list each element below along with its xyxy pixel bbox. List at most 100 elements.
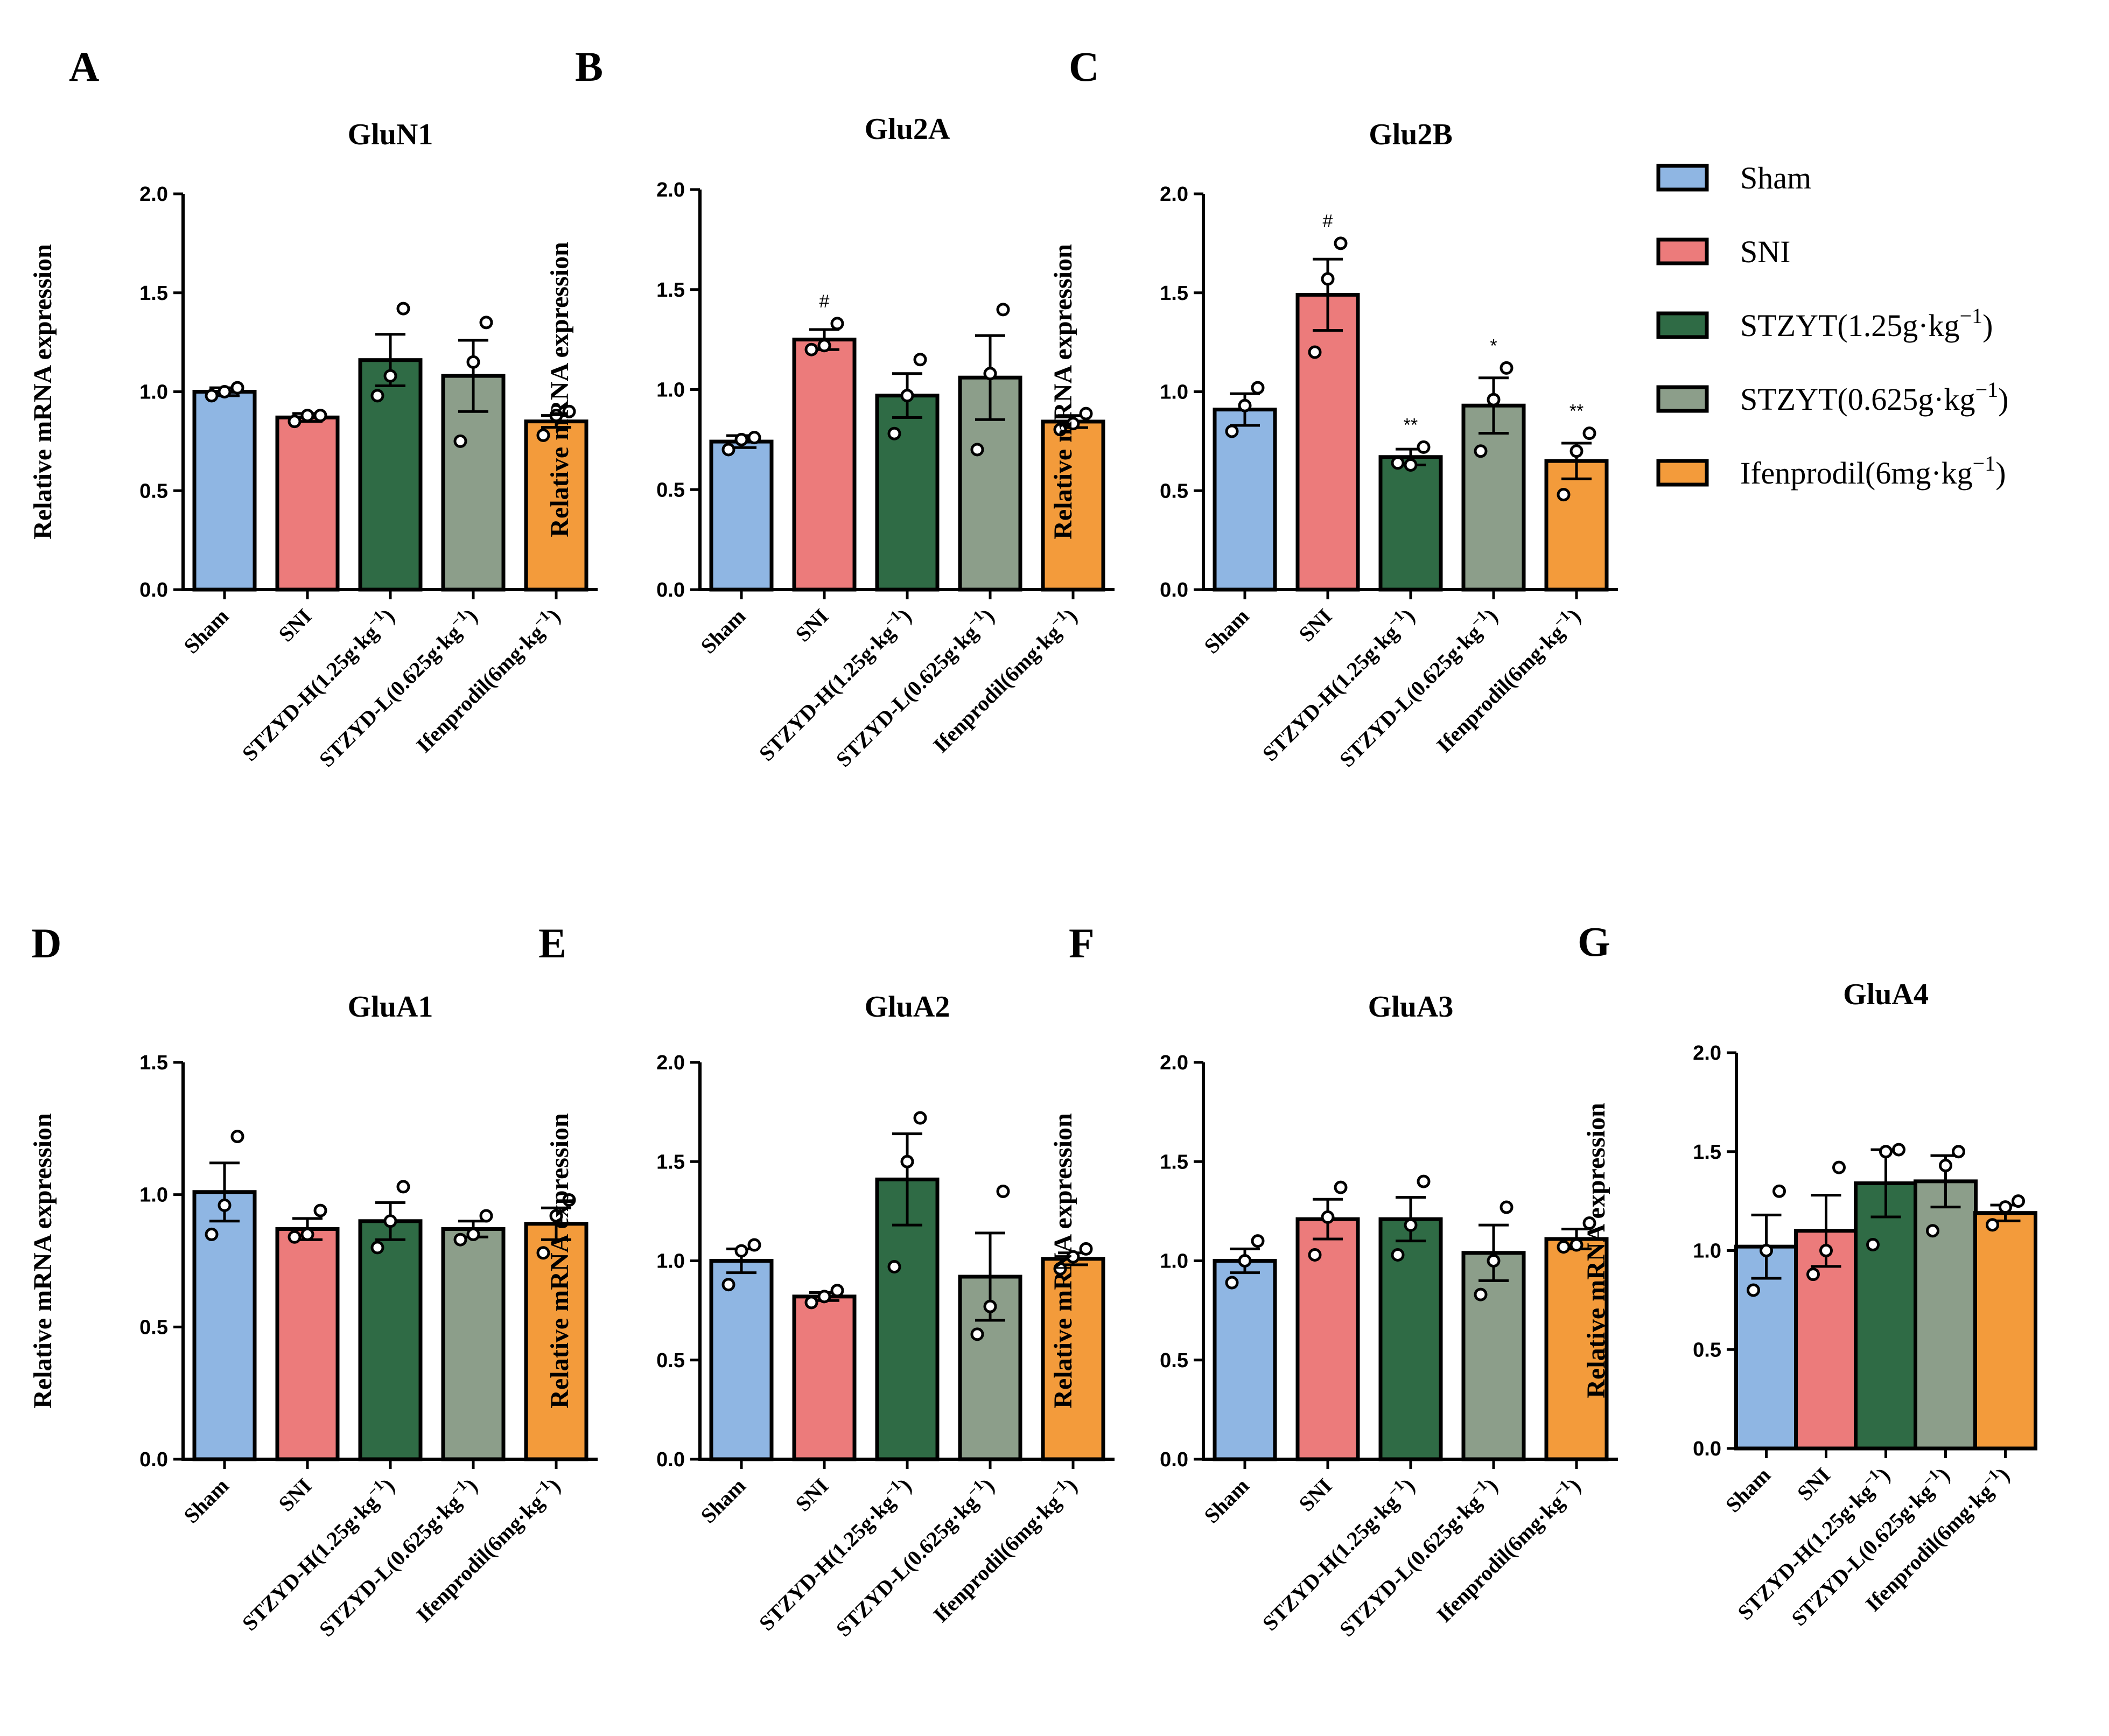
data-point: [1079, 407, 1093, 421]
y-tick-label: 1.0: [656, 1250, 685, 1273]
significance-marker: *: [1490, 335, 1497, 356]
bar: [275, 415, 340, 592]
data-point: [1500, 361, 1514, 375]
data-point: [1487, 1254, 1501, 1268]
y-tick-label: 1.0: [1160, 1250, 1188, 1273]
y-tick-label: 0.5: [656, 479, 685, 501]
bar: [358, 358, 423, 592]
data-point: [370, 389, 384, 403]
y-tick-label: 1.5: [1693, 1141, 1721, 1164]
data-point: [536, 428, 550, 442]
data-point: [562, 1193, 576, 1207]
bar: [1544, 459, 1609, 592]
data-point: [1999, 1200, 2012, 1214]
data-point: [1832, 1160, 1846, 1174]
legend: Sham SNI STZYT(1.25g·kg−1) STZYT(0.625g·kg−…: [1656, 160, 2008, 491]
y-tick-label: 0.0: [656, 579, 685, 601]
data-point: [1582, 1216, 1596, 1230]
y-axis-label: Relative mRNA expression: [545, 242, 574, 537]
chart-title: GluN1: [348, 118, 433, 151]
data-point: [1570, 1238, 1583, 1252]
data-point: [218, 1198, 232, 1212]
data-point: [1251, 1234, 1265, 1248]
data-point: [453, 1233, 467, 1247]
bar: [1854, 1181, 1918, 1451]
legend-swatch: [1656, 459, 1709, 487]
panel-letter: A: [69, 43, 99, 90]
data-point: [996, 303, 1010, 317]
data-point: [218, 385, 232, 398]
significance-marker: #: [819, 291, 830, 312]
data-point: [830, 1284, 844, 1298]
data-point: [1760, 1244, 1773, 1257]
data-point: [887, 1260, 901, 1274]
bar: [1378, 455, 1443, 592]
y-tick-label: 0.0: [1693, 1438, 1721, 1460]
chart-title: Glu2B: [1369, 118, 1453, 151]
data-point: [721, 443, 735, 457]
data-point: [383, 369, 397, 383]
y-axis-label: Relative mRNA expression: [1049, 244, 1077, 539]
data-point: [1251, 381, 1265, 395]
data-point: [747, 1238, 761, 1252]
legend-label-close: ): [1995, 456, 2006, 491]
data-point: [1391, 1248, 1405, 1262]
data-point: [453, 434, 467, 448]
data-point: [1500, 1200, 1514, 1214]
data-point: [900, 1154, 914, 1168]
panel-letter: E: [538, 920, 566, 967]
data-point: [1819, 1244, 1833, 1257]
data-point: [1321, 1210, 1335, 1224]
data-point: [1986, 1218, 1999, 1232]
data-point: [734, 1244, 748, 1258]
data-point: [230, 381, 244, 395]
data-point: [817, 1290, 831, 1304]
y-tick-label: 1.0: [656, 379, 685, 402]
data-point: [383, 1214, 397, 1228]
data-point: [1952, 1145, 1965, 1159]
significance-marker: **: [1570, 401, 1583, 422]
data-point: [549, 1209, 563, 1223]
bar: [275, 1227, 340, 1461]
y-tick-label: 0.5: [656, 1349, 685, 1372]
y-tick-label: 0.5: [1160, 480, 1188, 502]
legend-swatch: [1656, 311, 1709, 339]
chart-title: GluA1: [348, 990, 433, 1024]
legend-label: Sham: [1740, 160, 1811, 195]
data-point: [1772, 1184, 1786, 1198]
y-tick-label: 1.5: [1160, 1151, 1188, 1173]
data-point: [1417, 1174, 1431, 1188]
data-point: [549, 409, 563, 423]
data-point: [1079, 1242, 1093, 1256]
bar: [441, 1227, 506, 1461]
bar: [792, 338, 857, 592]
data-point: [1892, 1143, 1905, 1157]
y-tick-label: 2.0: [1693, 1042, 1721, 1065]
data-point: [370, 1241, 384, 1255]
data-point: [1570, 444, 1583, 458]
y-tick-label: 1.0: [139, 1184, 168, 1207]
data-point: [1879, 1145, 1893, 1159]
data-point: [1225, 1276, 1239, 1290]
legend-label: STZYT(1.25g·kg−1): [1740, 304, 1993, 343]
data-point: [1747, 1283, 1760, 1297]
panel-letter: G: [1578, 918, 1610, 965]
legend-swatch: [1656, 164, 1709, 192]
chart-title: Glu2A: [865, 113, 950, 146]
legend-item: SNI: [1656, 234, 1790, 269]
y-tick-label: 2.0: [656, 179, 685, 201]
legend-item: Ifenprodil(6mg·kg−1): [1656, 451, 2006, 491]
legend-label-close: ): [1982, 308, 1993, 343]
y-tick-label: 1.0: [139, 381, 168, 404]
bar: [1213, 1259, 1277, 1461]
data-point: [887, 426, 901, 440]
data-point: [1404, 458, 1418, 472]
y-tick-label: 0.0: [139, 1448, 168, 1471]
data-point: [479, 1209, 493, 1223]
data-point: [1321, 272, 1335, 286]
bar: [709, 1259, 774, 1461]
data-point: [1066, 1250, 1080, 1264]
bar: [358, 1219, 423, 1461]
data-point: [1939, 1158, 1952, 1172]
